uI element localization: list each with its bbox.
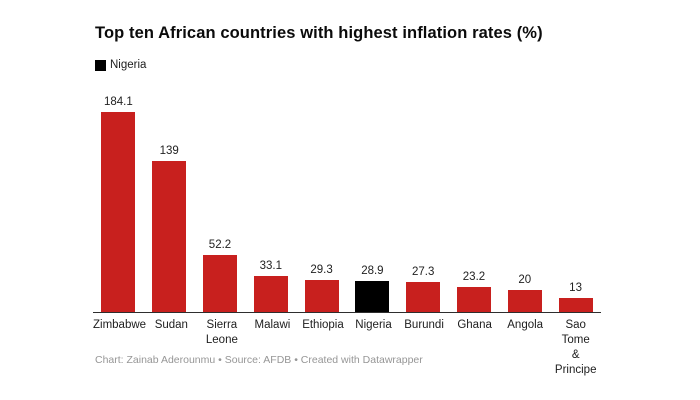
x-axis-label-zimbabwe: Zimbabwe [93,319,147,331]
bar-angola [507,290,542,312]
x-axis-label-burundi: Burundi [404,319,444,331]
chart-title: Top ten African countries with highest i… [95,24,543,42]
bar-value-label-ghana: 23.2 [462,271,486,283]
bar-value-label-ethiopia: 29.3 [310,264,333,276]
bar-malawi [253,276,288,312]
bar-value-label-zimbabwe: 184.1 [104,96,133,108]
chart-attribution: Chart: Zainab Aderounmu • Source: AFDB •… [95,354,423,366]
bar-value-label-sudan: 139 [159,145,179,157]
bar-column-burundi: 27.3 [398,94,449,312]
x-axis-label-sao-tome-principe: Sao Tome & Principe [554,319,597,376]
bar-value-label-malawi: 33.1 [259,260,282,272]
bar-sao-tome-principe [558,298,593,312]
bar-value-label-sao-tome-principe: 13 [569,282,582,294]
bar-zimbabwe [101,112,136,312]
x-axis-labels: Zimbabwe Sudan Sierra Leone Malawi Ethiopia N… [93,318,601,378]
legend-label: Nigeria [110,59,147,71]
bar-value-label-nigeria: 28.9 [361,265,384,277]
x-axis-label-sierra-leone: Sierra Leone [205,319,238,346]
bar-column-ethiopia: 29.3 [296,94,347,312]
bar-value-label-burundi: 27.3 [411,266,435,278]
chart-legend: Nigeria [95,59,146,71]
bar-column-ghana: 23.2 [449,94,500,312]
x-axis-label-nigeria: Nigeria [355,319,392,331]
bar-column-zimbabwe: 184.1 [93,94,144,312]
bar-column-sao-tome-principe: 13 [550,94,601,312]
bar-ethiopia [304,280,339,312]
bar-ghana [456,287,491,312]
bar-column-nigeria: 28.9 [347,94,398,312]
bar-column-sudan: 139 [144,94,195,312]
x-axis-label-sudan: Sudan [154,319,188,331]
bar-value-label-sierra-leone: 52.2 [208,239,232,251]
bar-column-malawi: 33.1 [245,94,296,312]
x-axis-label-ethiopia: Ethiopia [302,319,344,331]
bar-column-angola: 20 [499,94,550,312]
bar-value-label-angola: 20 [518,274,532,286]
x-axis-label-ghana: Ghana [457,319,492,331]
x-axis-label-malawi: Malawi [254,319,291,331]
x-axis-label-angola: Angola [507,319,544,331]
bar-nigeria [355,281,390,312]
bar-sierra-leone [202,255,237,312]
x-axis-line [93,312,601,313]
bar-chart-plot-area: 184.1 139 52.2 33.1 29.3 28.9 27.3 23.2 20 13 [93,94,601,312]
bar-burundi [406,282,441,312]
bar-column-sierra-leone: 52.2 [195,94,246,312]
legend-swatch-nigeria [95,59,106,71]
bar-sudan [152,161,187,312]
